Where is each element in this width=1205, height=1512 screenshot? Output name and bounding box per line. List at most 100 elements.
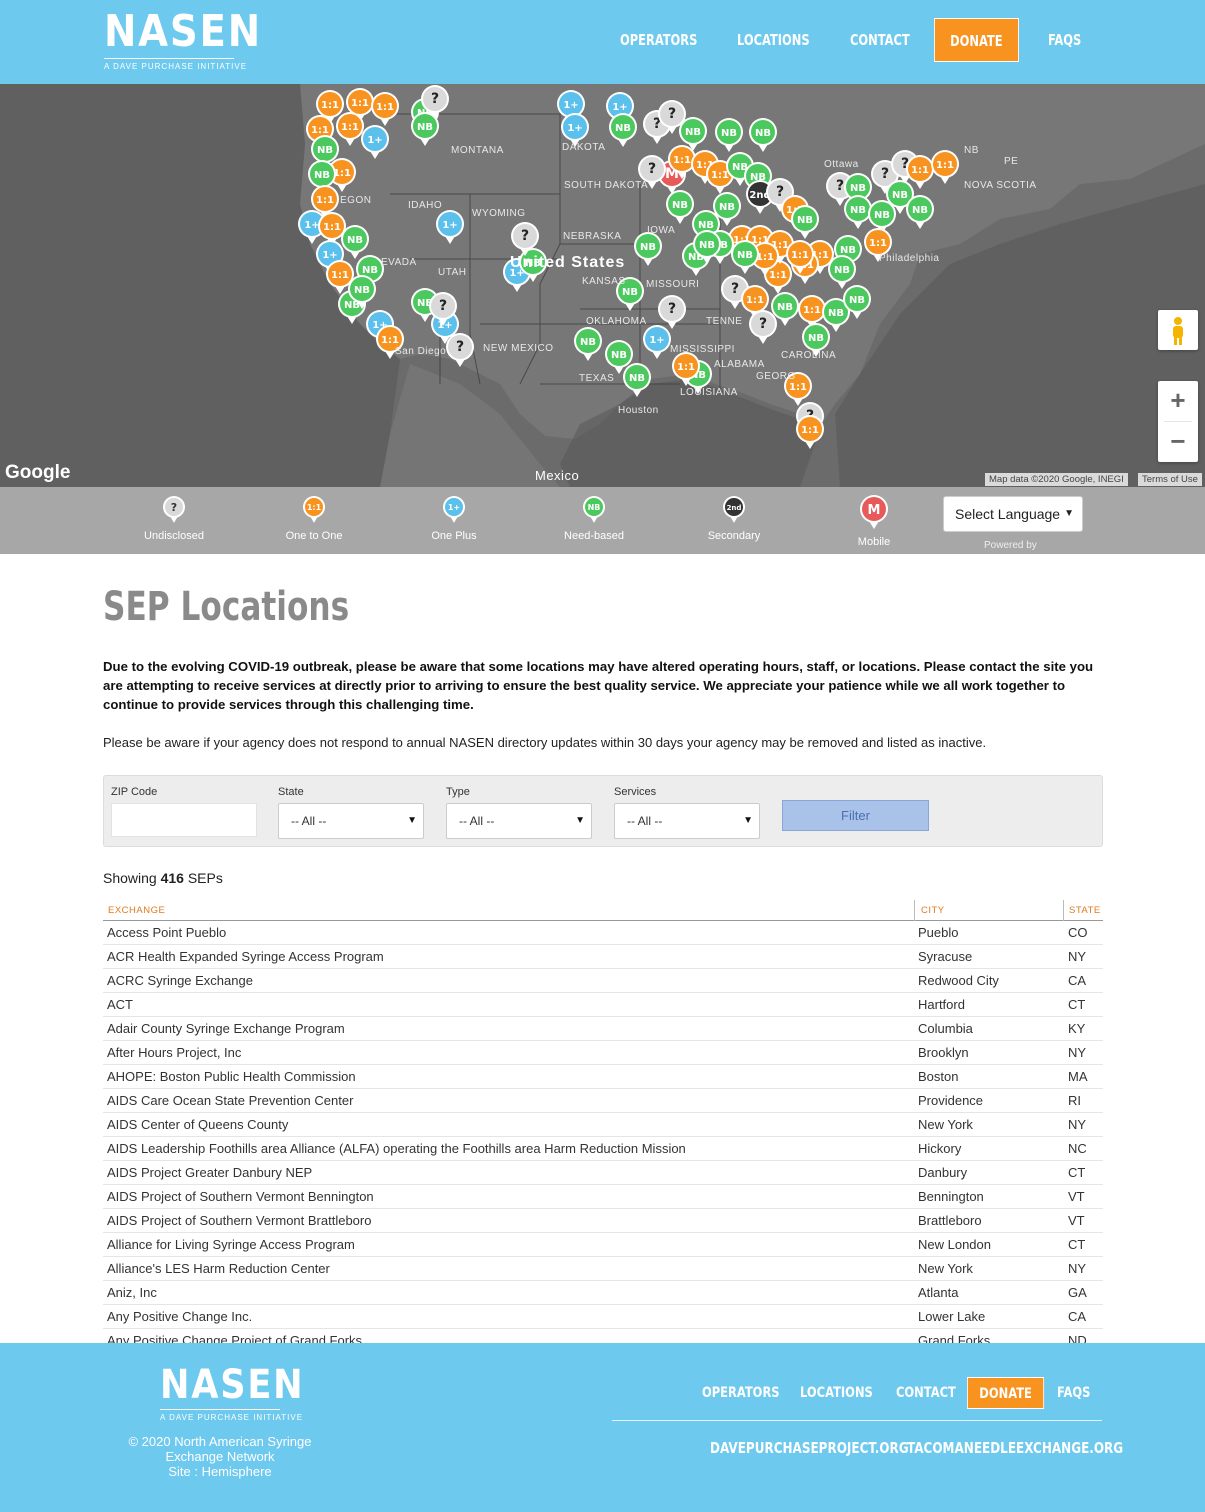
table-row[interactable]: AIDS Leadership Foothills area Alliance … <box>103 1137 1103 1161</box>
nav-donate-button[interactable]: DONATE <box>934 18 1019 62</box>
map-pin[interactable]: 1+ <box>606 92 634 126</box>
footer-nav-locations[interactable]: LOCATIONS <box>800 1385 873 1401</box>
footer-link-tacomaneedleexchange[interactable]: TACOMANEEDLEEXCHANGE.ORG <box>907 1439 1124 1457</box>
map-pin[interactable]: NB <box>348 275 376 309</box>
map-pin[interactable]: 1:1 <box>864 228 892 262</box>
footer-link-davepurchaseproject[interactable]: DAVEPURCHASEPROJECT.ORG <box>710 1439 909 1457</box>
exchange-cell[interactable]: ACT <box>107 997 133 1012</box>
column-header-exchange[interactable]: EXCHANGE <box>108 905 166 916</box>
map-pin[interactable]: 1:1 <box>371 92 399 126</box>
map-pin[interactable]: NB <box>731 240 759 274</box>
exchange-cell[interactable]: AIDS Project of Southern Vermont Brattle… <box>107 1213 372 1228</box>
exchange-cell[interactable]: AHOPE: Boston Public Health Commission <box>107 1069 356 1084</box>
map-pin[interactable]: 1:1 <box>796 415 824 449</box>
map-pin[interactable]: 1+ <box>643 325 671 359</box>
table-row[interactable]: AIDS Center of Queens County New York NY <box>103 1113 1103 1137</box>
exchange-cell[interactable]: Alliance's LES Harm Reduction Center <box>107 1261 330 1276</box>
nav-contact[interactable]: CONTACT <box>850 31 910 49</box>
map-pin[interactable]: NB <box>843 285 871 319</box>
locations-map[interactable]: 1:11:11:1NB?1:11+NB1:1NB1:1NB1:11+1:1NB1… <box>0 84 1205 487</box>
map-pin[interactable]: NB <box>411 112 439 146</box>
map-pin[interactable]: NB <box>519 248 547 282</box>
table-row[interactable]: ACT Hartford CT <box>103 993 1103 1017</box>
map-pin[interactable]: NB <box>802 323 830 357</box>
zoom-out-button[interactable]: − <box>1170 426 1186 456</box>
nasen-logo[interactable]: NASEN A DAVE PURCHASE INITIATIVE <box>104 8 260 71</box>
language-select[interactable]: Select Language ▼ <box>943 496 1083 532</box>
services-select[interactable]: -- All -- ▼ <box>614 803 760 839</box>
legend-mobile[interactable]: M Mobile <box>819 495 929 548</box>
exchange-cell[interactable]: AIDS Project Greater Danbury NEP <box>107 1165 313 1180</box>
table-row[interactable]: ACR Health Expanded Syringe Access Progr… <box>103 945 1103 969</box>
map-pin[interactable]: NB <box>341 225 369 259</box>
exchange-cell[interactable]: Access Point Pueblo <box>107 925 227 940</box>
map-terms-link[interactable]: Terms of Use <box>1138 473 1202 486</box>
exchange-cell[interactable]: Aniz, Inc <box>107 1285 157 1300</box>
nav-faqs[interactable]: FAQS <box>1048 31 1082 49</box>
exchange-cell[interactable]: ACRC Syringe Exchange <box>107 973 253 988</box>
legend-one-plus[interactable]: 1+ One Plus <box>399 495 509 542</box>
table-row[interactable]: Aniz, Inc Atlanta GA <box>103 1281 1103 1305</box>
table-row[interactable]: ACRC Syringe Exchange Redwood City CA <box>103 969 1103 993</box>
map-pin[interactable]: NB <box>666 190 694 224</box>
map-pin[interactable]: NB <box>868 200 896 234</box>
map-pin[interactable]: NB <box>679 117 707 151</box>
map-pin[interactable]: 1:1 <box>741 285 769 319</box>
map-pin[interactable]: NB <box>574 327 602 361</box>
map-pin[interactable]: NB <box>634 232 662 266</box>
map-pin[interactable]: NB <box>693 230 721 264</box>
map-pin[interactable]: ? <box>446 333 474 367</box>
legend-secondary[interactable]: 2nd Secondary <box>679 495 789 542</box>
map-pin[interactable]: NB <box>609 113 637 147</box>
map-pin[interactable]: NB <box>886 180 914 214</box>
map-pin[interactable]: 1+ <box>361 125 389 159</box>
filter-button[interactable]: Filter <box>782 800 929 831</box>
map-pin[interactable]: ? <box>429 292 457 326</box>
site-credit[interactable]: Site : Hemisphere <box>168 1464 272 1479</box>
table-row[interactable]: AHOPE: Boston Public Health Commission Bo… <box>103 1065 1103 1089</box>
map-pin[interactable]: NB <box>356 255 384 289</box>
map-pin[interactable]: 1+ <box>561 113 589 147</box>
map-pin[interactable]: NB <box>715 118 743 152</box>
zip-code-input[interactable] <box>111 803 257 837</box>
type-select[interactable]: -- All -- ▼ <box>446 803 592 839</box>
footer-logo[interactable]: NASEN A DAVE PURCHASE INITIATIVE <box>160 1363 303 1422</box>
footer-donate-button[interactable]: DONATE <box>967 1377 1045 1409</box>
map-pin[interactable]: ? <box>511 222 539 256</box>
map-pin[interactable]: NB <box>616 277 644 311</box>
footer-nav-operators[interactable]: OPERATORS <box>702 1385 780 1401</box>
map-pin[interactable]: NB <box>605 340 633 374</box>
street-view-pegman-icon[interactable] <box>1158 310 1198 350</box>
footer-nav-faqs[interactable]: FAQS <box>1057 1385 1091 1401</box>
table-row[interactable]: AIDS Project of Southern Vermont Brattle… <box>103 1209 1103 1233</box>
exchange-cell[interactable]: Alliance for Living Syringe Access Progr… <box>107 1237 355 1252</box>
table-row[interactable]: Access Point Pueblo Pueblo CO <box>103 921 1103 945</box>
table-row[interactable]: Adair County Syringe Exchange Program Col… <box>103 1017 1103 1041</box>
footer-nav-contact[interactable]: CONTACT <box>896 1385 956 1401</box>
table-row[interactable]: Alliance's LES Harm Reduction Center New … <box>103 1257 1103 1281</box>
exchange-cell[interactable]: AIDS Care Ocean State Prevention Center <box>107 1093 354 1108</box>
map-pin[interactable]: NB <box>822 298 850 332</box>
map-pin[interactable]: NB <box>623 363 651 397</box>
table-row[interactable]: AIDS Care Ocean State Prevention Center P… <box>103 1089 1103 1113</box>
map-pin[interactable]: ? <box>658 295 686 329</box>
map-pin[interactable]: NB <box>749 118 777 152</box>
exchange-cell[interactable]: AIDS Leadership Foothills area Alliance … <box>107 1141 686 1156</box>
table-row[interactable]: AIDS Project Greater Danbury NEP Danbury C… <box>103 1161 1103 1185</box>
map-pin[interactable]: NB <box>828 255 856 289</box>
legend-need-based[interactable]: NB Need-based <box>539 495 649 542</box>
column-header-state[interactable]: STATE <box>1069 905 1101 916</box>
map-pin[interactable]: 1:1 <box>336 112 364 146</box>
map-pin[interactable]: ? <box>749 310 777 344</box>
map-pin[interactable]: NB <box>844 195 872 229</box>
map-pin[interactable]: 1:1 <box>346 88 374 122</box>
map-pin[interactable]: 1:1 <box>784 372 812 406</box>
map-pin[interactable]: ? <box>638 155 666 189</box>
map-pin[interactable]: NB <box>771 292 799 326</box>
map-pin[interactable]: ? <box>421 85 449 119</box>
map-pin[interactable]: 1:1 <box>311 185 339 219</box>
map-pin[interactable]: 1:1 <box>672 352 700 386</box>
map-pin[interactable]: 1:1 <box>668 145 696 179</box>
exchange-cell[interactable]: Any Positive Change Inc. <box>107 1309 253 1324</box>
legend-one-to-one[interactable]: 1:1 One to One <box>259 495 369 542</box>
